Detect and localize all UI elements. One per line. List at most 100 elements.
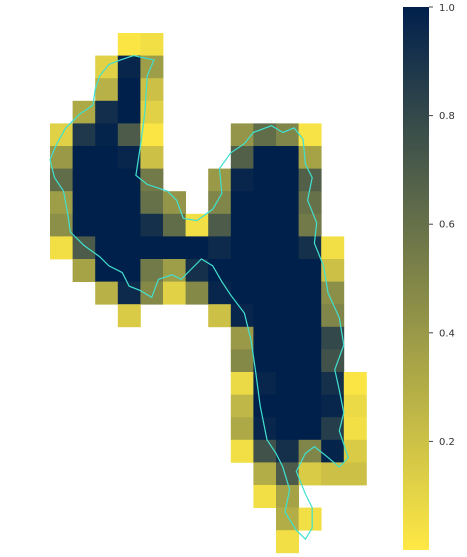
heatmap-cell (230, 349, 254, 373)
heatmap-cell (230, 236, 254, 260)
heatmap-cell (276, 326, 299, 350)
heatmap-cell (163, 281, 186, 305)
heatmap-cell (185, 213, 209, 237)
heatmap-cell (208, 213, 232, 237)
region-outline (49, 54, 349, 541)
heatmap-cell (185, 259, 209, 282)
heatmap-cell (276, 507, 299, 531)
heatmap-cell (298, 439, 322, 463)
heatmap-cell (230, 417, 254, 441)
heatmap-cell (95, 78, 119, 102)
heatmap-cell (72, 100, 96, 124)
heatmap-cell (140, 55, 164, 79)
heatmap-cell (117, 146, 141, 169)
heatmap-cell (276, 530, 299, 554)
heatmap-cell (140, 33, 164, 56)
heatmap-cell (117, 78, 141, 102)
colorbar-tick-label: 0.8 (439, 111, 455, 122)
heatmap-cell (298, 349, 322, 373)
heatmap-cell (117, 55, 141, 79)
heatmap-cell (253, 304, 277, 328)
heatmap-cell (72, 259, 96, 282)
heatmap-cell (276, 439, 299, 463)
heatmap-cell (253, 326, 277, 350)
heatmap-cell (208, 168, 232, 192)
heatmap-cell (298, 394, 322, 418)
heatmap-cell (298, 281, 322, 305)
heatmap-cell (230, 213, 254, 237)
heatmap-cell (163, 213, 186, 237)
heatmap-cell (343, 394, 367, 418)
heatmap-cell (343, 417, 367, 441)
heatmap-cell (298, 462, 322, 486)
heatmap-cell (276, 213, 299, 237)
heatmap-cell (253, 168, 277, 192)
heatmap-cell (298, 236, 322, 260)
heatmap-cell (50, 236, 73, 260)
heatmap-cell (140, 100, 164, 124)
heatmap-cell (95, 213, 119, 237)
heatmap-cell (117, 213, 141, 237)
heatmap-cell (298, 259, 322, 282)
heatmap-cell (72, 146, 96, 169)
heatmap-cell (276, 304, 299, 328)
heatmap-cell (298, 372, 322, 395)
heatmap-cell (140, 259, 164, 282)
heatmap-cell (117, 33, 141, 56)
heatmap-cell (253, 259, 277, 282)
heatmap-cell (230, 394, 254, 418)
heatmap-cell (321, 281, 345, 305)
colorbar-tick-label: 0.4 (439, 328, 455, 339)
heatmap-cells (50, 33, 367, 554)
heatmap-cell (140, 281, 164, 305)
colorbar-ticks: 0.2 0.4 0.6 0.8 1.0 (429, 3, 455, 448)
heatmap-cell (321, 326, 345, 350)
heatmap-cell (253, 123, 277, 147)
heatmap-cell (298, 417, 322, 441)
colorbar (403, 7, 429, 550)
heatmap-cell (230, 281, 254, 305)
heatmap-cell (163, 191, 186, 215)
heatmap-cell (50, 146, 73, 169)
heatmap-cell (117, 236, 141, 260)
heatmap-cell (298, 507, 322, 531)
heatmap-cell (140, 146, 164, 169)
heatmap-cell (276, 417, 299, 441)
heatmap-cell (298, 146, 322, 169)
heatmap-cell (298, 304, 322, 328)
heatmap-cell (298, 191, 322, 215)
heatmap-cell (321, 259, 345, 282)
heatmap-cell (253, 394, 277, 418)
heatmap-cell (230, 146, 254, 169)
heatmap-cell (117, 123, 141, 147)
heatmap-cell (95, 123, 119, 147)
heatmap-cell (276, 123, 299, 147)
heatmap-cell (50, 191, 73, 215)
heatmap-cell (321, 462, 345, 486)
heatmap-cell (298, 168, 322, 192)
colorbar-tick-label: 0.6 (439, 220, 455, 231)
heatmap-cell (230, 439, 254, 463)
heatmap-cell (117, 304, 141, 328)
heatmap-cell (95, 168, 119, 192)
heatmap-cell (343, 462, 367, 486)
heatmap-cell (208, 191, 232, 215)
heatmap-cell (95, 100, 119, 124)
heatmap-cell (50, 168, 73, 192)
heatmap-cell (185, 236, 209, 260)
heatmap-cell (321, 394, 345, 418)
heatmap-cell (117, 100, 141, 124)
heatmap-cell (253, 462, 277, 486)
heatmap-cell (185, 281, 209, 305)
heatmap-cell (95, 191, 119, 215)
heatmap-cell (230, 168, 254, 192)
heatmap-cell (95, 236, 119, 260)
heatmap-cell (343, 372, 367, 395)
heatmap-cell (298, 123, 322, 147)
heatmap-cell (72, 168, 96, 192)
heatmap-cell (230, 372, 254, 395)
heatmap-cell (208, 304, 232, 328)
heatmap-cell (253, 485, 277, 508)
heatmap-cell (140, 236, 164, 260)
